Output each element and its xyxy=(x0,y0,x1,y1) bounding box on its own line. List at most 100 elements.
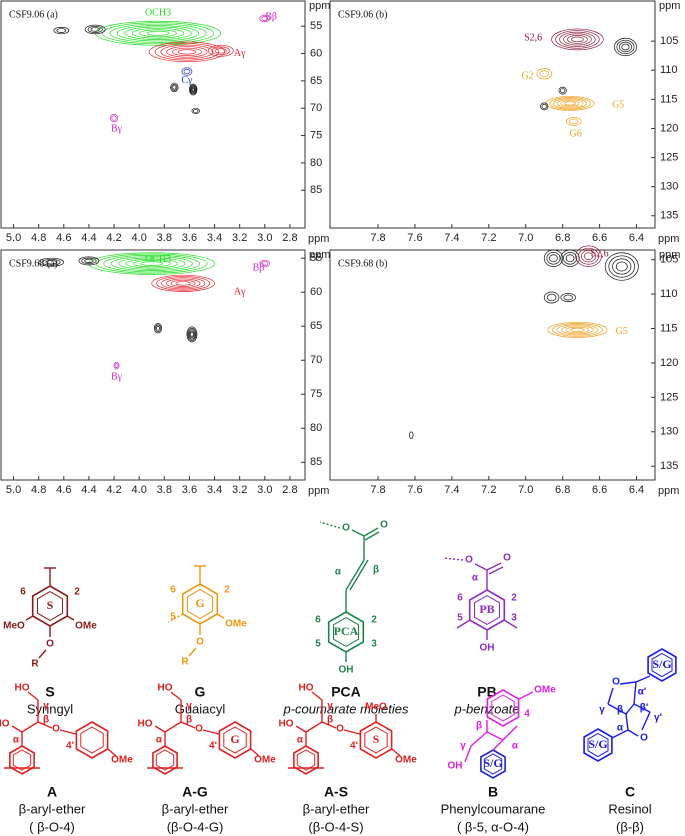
x-tick-label: 3.2 xyxy=(232,484,247,496)
contour xyxy=(570,327,585,332)
structure-linkage: (β-β) xyxy=(616,819,644,834)
contour xyxy=(541,103,547,109)
atom-label: 2 xyxy=(511,593,517,604)
atom-label: 5 xyxy=(457,613,463,624)
bond xyxy=(470,731,488,747)
bond xyxy=(38,649,47,659)
bond xyxy=(59,729,77,735)
y-tick-label: 75 xyxy=(310,129,322,141)
structure-code: G xyxy=(195,684,206,700)
contour xyxy=(551,28,604,51)
ring-label: PCA xyxy=(334,624,359,638)
contour xyxy=(553,98,588,109)
structure-code: S xyxy=(45,684,54,700)
atom-label: β xyxy=(327,715,333,726)
x-tick-label: 6.8 xyxy=(555,232,570,244)
x-tick-label: 7.0 xyxy=(518,232,533,244)
bond xyxy=(464,745,472,763)
atom-label: HO xyxy=(15,683,30,694)
x-tick-label: 3.8 xyxy=(157,484,172,496)
bond xyxy=(633,703,651,713)
atom-label: O xyxy=(380,520,388,531)
x-tick-label: 3.4 xyxy=(207,484,222,496)
y-tick-label: 115 xyxy=(660,322,678,334)
bond xyxy=(11,725,23,733)
ring-label: G xyxy=(230,732,239,746)
aromatic-ring xyxy=(9,745,35,775)
x-tick-label: 7.8 xyxy=(370,232,385,244)
structure-name: p-coumarate moieties xyxy=(283,701,409,716)
y-tick-label: 85 xyxy=(310,456,322,468)
contour xyxy=(177,49,196,55)
bond xyxy=(619,681,637,685)
contour xyxy=(556,99,584,108)
aromatic-ring-inner xyxy=(80,726,104,754)
contour xyxy=(608,255,636,278)
y-tick-label: 110 xyxy=(660,64,678,76)
contour xyxy=(154,324,162,333)
contour xyxy=(215,48,227,54)
contour xyxy=(536,68,552,80)
x-axis-label: ppm xyxy=(658,233,679,245)
bond xyxy=(216,613,225,619)
x-tick-label: 4.2 xyxy=(106,484,121,496)
structure-linkage: (β-O-4-G) xyxy=(167,819,224,834)
aromatic-ring-inner xyxy=(12,749,32,771)
y-tick-label: 110 xyxy=(660,288,678,300)
contour xyxy=(539,70,549,78)
contour xyxy=(563,252,578,265)
contour xyxy=(546,293,557,302)
x-tick-label: 6.4 xyxy=(629,232,644,244)
contour xyxy=(543,291,560,304)
atom-label: OMe xyxy=(111,755,133,766)
atom-label: β xyxy=(43,715,49,726)
y-tick-label: 80 xyxy=(310,157,322,169)
atom-label: O xyxy=(196,637,204,648)
contour xyxy=(616,39,635,55)
atom-label: 4' xyxy=(66,741,74,752)
ring-label: S/G xyxy=(652,657,671,671)
peak-label: OCH3 xyxy=(145,254,171,265)
aromatic-ring-inner xyxy=(37,591,63,621)
structure-name: Resinol xyxy=(608,801,651,816)
spectrum-panel: 5.0 4.8 4.6 4.4 4.2 4.0 3.8 3.6 3.4 3.2 3.0 2.8 55 60… xyxy=(0,249,330,497)
contour xyxy=(56,28,67,33)
bond xyxy=(311,691,323,701)
structure-name: β-aryl-ether xyxy=(162,801,229,816)
atom-label: β xyxy=(373,565,379,576)
y-tick-label: 105 xyxy=(660,35,678,47)
x-tick-label: 7.2 xyxy=(481,232,496,244)
contour xyxy=(156,325,160,331)
bond xyxy=(607,703,627,715)
y-axis-label: ppm xyxy=(659,0,680,12)
x-tick-label: 7.6 xyxy=(407,232,422,244)
y-axis-label: ppm xyxy=(659,249,680,261)
contour xyxy=(259,259,271,268)
contour xyxy=(117,25,200,42)
bond xyxy=(625,713,629,731)
contour xyxy=(191,87,195,92)
y-tick-label: 60 xyxy=(310,286,322,298)
atom-label: OMe xyxy=(75,621,97,632)
contour xyxy=(189,83,198,96)
contour xyxy=(261,261,269,267)
contour xyxy=(84,24,106,35)
atom-label: α xyxy=(13,735,20,746)
y-tick-label: 70 xyxy=(310,354,322,366)
x-tick-label: 7.4 xyxy=(444,232,459,244)
y-tick-label: 70 xyxy=(310,102,322,114)
bond xyxy=(351,529,365,537)
bond xyxy=(27,691,39,701)
contour xyxy=(109,113,119,123)
structure-code: PB xyxy=(477,684,496,700)
contour xyxy=(566,117,582,126)
bond xyxy=(474,563,488,571)
atom-label: OMe xyxy=(225,619,247,630)
contour xyxy=(175,281,191,286)
y-tick-label: 125 xyxy=(660,391,678,403)
contour xyxy=(560,249,580,267)
x-tick-label: 3.2 xyxy=(232,232,247,244)
atom-label: MeO xyxy=(365,702,387,713)
